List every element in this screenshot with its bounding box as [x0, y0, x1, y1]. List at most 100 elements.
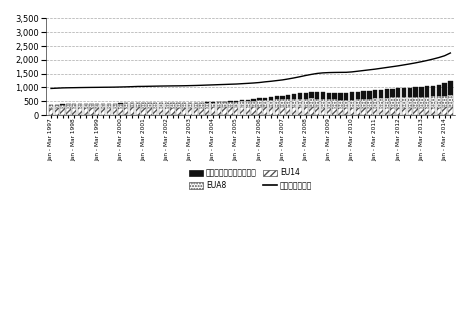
- Bar: [240, 100, 244, 101]
- Bar: [437, 108, 441, 115]
- Bar: [315, 99, 320, 108]
- Bar: [304, 107, 308, 115]
- Bar: [448, 95, 453, 107]
- Bar: [159, 103, 163, 108]
- Bar: [164, 103, 169, 108]
- Bar: [234, 107, 238, 115]
- Bar: [251, 99, 256, 101]
- Bar: [448, 81, 453, 95]
- Bar: [49, 105, 53, 109]
- Bar: [95, 108, 100, 115]
- Bar: [55, 105, 59, 109]
- Bar: [136, 103, 140, 108]
- Bar: [72, 108, 76, 115]
- Bar: [431, 86, 435, 96]
- Bar: [263, 98, 267, 100]
- Bar: [274, 96, 279, 99]
- Bar: [78, 104, 82, 108]
- Bar: [361, 91, 366, 99]
- Bar: [402, 97, 406, 108]
- Bar: [141, 108, 146, 115]
- Bar: [141, 103, 146, 108]
- Bar: [147, 108, 152, 115]
- Bar: [379, 98, 383, 108]
- Bar: [95, 104, 100, 108]
- Bar: [321, 108, 325, 115]
- Bar: [246, 107, 250, 115]
- Bar: [269, 100, 273, 107]
- Bar: [89, 108, 94, 115]
- Bar: [361, 99, 366, 108]
- Bar: [304, 99, 308, 107]
- Bar: [269, 107, 273, 115]
- Bar: [332, 99, 337, 108]
- Bar: [217, 107, 221, 115]
- Bar: [367, 99, 371, 108]
- Bar: [228, 101, 233, 102]
- Bar: [274, 107, 279, 115]
- Bar: [107, 108, 111, 115]
- Bar: [292, 99, 296, 107]
- Bar: [292, 94, 296, 99]
- Bar: [153, 103, 157, 108]
- Bar: [350, 108, 354, 115]
- Bar: [176, 108, 180, 115]
- Bar: [309, 92, 313, 98]
- Bar: [356, 92, 360, 99]
- Bar: [112, 108, 117, 115]
- Bar: [84, 104, 88, 108]
- Bar: [442, 83, 447, 96]
- Bar: [171, 108, 175, 115]
- Bar: [379, 90, 383, 98]
- Bar: [257, 100, 261, 107]
- Bar: [327, 99, 331, 108]
- Bar: [419, 97, 423, 108]
- Bar: [263, 100, 267, 107]
- Bar: [309, 107, 313, 115]
- Bar: [188, 108, 192, 115]
- Bar: [251, 101, 256, 107]
- Bar: [390, 88, 395, 97]
- Bar: [164, 108, 169, 115]
- Bar: [171, 103, 175, 108]
- Bar: [338, 100, 343, 108]
- Bar: [286, 99, 290, 107]
- Bar: [361, 108, 366, 115]
- Bar: [419, 108, 423, 115]
- Bar: [350, 100, 354, 108]
- Bar: [118, 108, 123, 115]
- Bar: [327, 108, 331, 115]
- Bar: [373, 90, 377, 98]
- Bar: [425, 97, 430, 108]
- Bar: [199, 108, 204, 115]
- Bar: [298, 99, 302, 107]
- Bar: [350, 92, 354, 100]
- Bar: [211, 108, 215, 115]
- Bar: [367, 91, 371, 99]
- Bar: [153, 108, 157, 115]
- Bar: [338, 93, 343, 100]
- Bar: [338, 108, 343, 115]
- Bar: [246, 101, 250, 107]
- Bar: [431, 108, 435, 115]
- Bar: [309, 98, 313, 107]
- Bar: [344, 93, 348, 100]
- Bar: [332, 93, 337, 99]
- Bar: [396, 88, 400, 97]
- Bar: [407, 97, 412, 108]
- Bar: [147, 103, 152, 108]
- Bar: [327, 93, 331, 99]
- Bar: [321, 99, 325, 108]
- Bar: [414, 87, 418, 97]
- Bar: [176, 103, 180, 108]
- Bar: [414, 97, 418, 108]
- Bar: [194, 108, 198, 115]
- Bar: [407, 87, 412, 97]
- Bar: [130, 103, 134, 108]
- Bar: [188, 103, 192, 108]
- Bar: [107, 104, 111, 108]
- Bar: [72, 104, 76, 108]
- Bar: [66, 104, 70, 108]
- Bar: [205, 103, 210, 108]
- Bar: [407, 108, 412, 115]
